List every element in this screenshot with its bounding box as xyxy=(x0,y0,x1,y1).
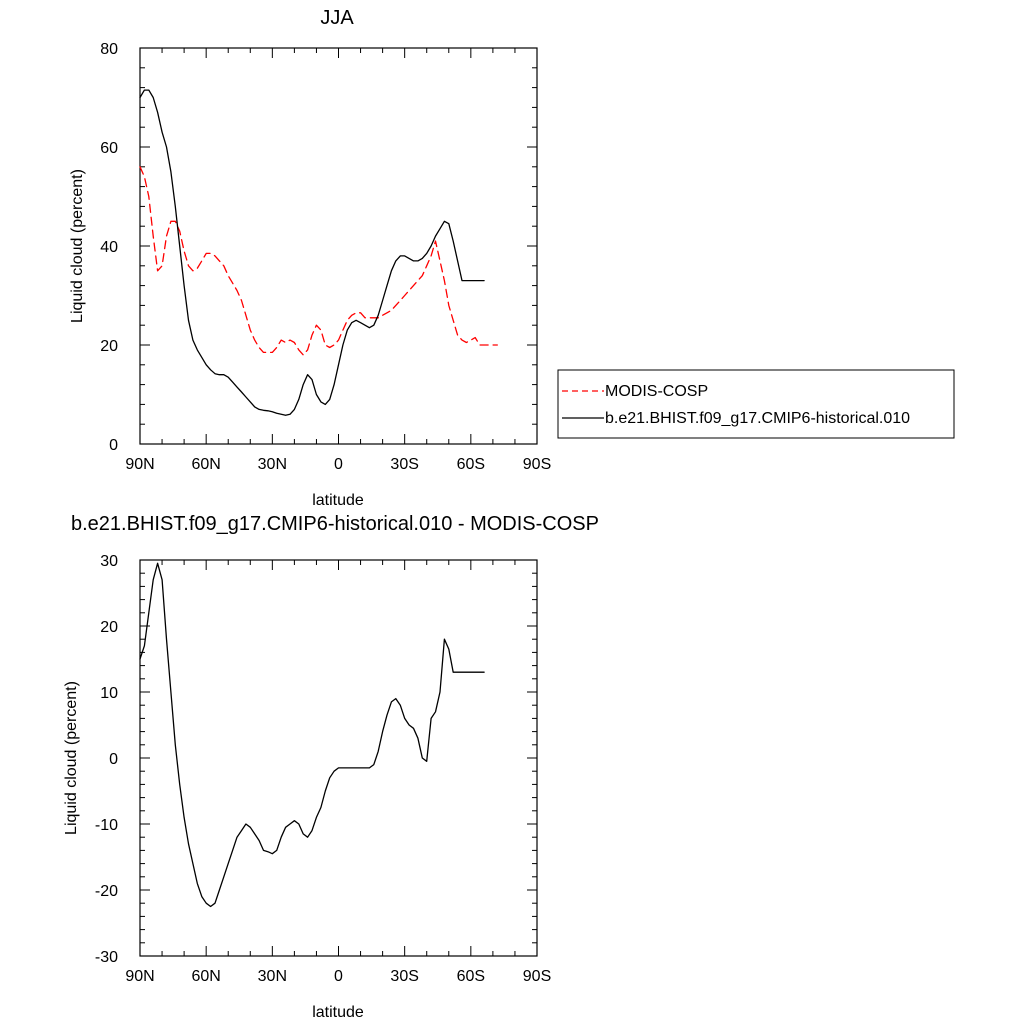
bottom-x-tick-label: 0 xyxy=(334,968,343,985)
bottom-y-tick-label: 30 xyxy=(100,553,118,570)
bottom-plot-frame xyxy=(139,559,538,957)
top-plot-frame xyxy=(139,47,538,445)
bottom-y-tick-label: 20 xyxy=(100,619,118,636)
top-x-tick-label: 60S xyxy=(457,456,485,473)
legend: MODIS-COSP b.e21.BHIST.f09_g17.CMIP6-his… xyxy=(557,369,955,439)
bottom-y-tick-label: -30 xyxy=(95,949,118,966)
bottom-x-tick-label: 90N xyxy=(125,968,154,985)
bottom-y-axis-title: Liquid cloud (percent) xyxy=(63,681,80,835)
bottom-series-line-0 xyxy=(139,562,485,908)
bottom-x-tick-label: 60N xyxy=(191,968,220,985)
bottom-x-axis-title: latitude xyxy=(312,1004,364,1021)
top-x-tick-label: 0 xyxy=(334,456,343,473)
legend-label-modis: MODIS-COSP xyxy=(605,383,708,400)
top-y-tick-label: 60 xyxy=(100,140,118,157)
top-x-tick-label: 30N xyxy=(258,456,287,473)
top-x-tick-label: 90S xyxy=(523,456,551,473)
bottom-y-tick-label: -10 xyxy=(95,817,118,834)
bottom-y-tick-label: 10 xyxy=(100,685,118,702)
bottom-y-tick-label: -20 xyxy=(95,883,118,900)
top-x-tick-label: 30S xyxy=(390,456,418,473)
top-chart-title: JJA xyxy=(320,7,354,29)
bottom-chart-title: b.e21.BHIST.f09_g17.CMIP6-historical.010… xyxy=(71,513,599,535)
bottom-chart: b.e21.BHIST.f09_g17.CMIP6-historical.010… xyxy=(63,513,599,1021)
legend-label-model: b.e21.BHIST.f09_g17.CMIP6-historical.010 xyxy=(605,410,910,427)
bottom-x-tick-label: 30S xyxy=(390,968,418,985)
bottom-x-tick-label: 60S xyxy=(457,968,485,985)
bottom-x-tick-label: 90S xyxy=(523,968,551,985)
top-x-tick-label: 60N xyxy=(191,456,220,473)
top-x-axis-title: latitude xyxy=(312,492,364,509)
bottom-axis-ticks: 90N 60N 30N 0 30S 60S 90S -30 -20 -10 0 10 20 30 xyxy=(95,553,551,985)
top-axis-ticks: 90N 60N 30N 0 30S 60S 90S 0 20 40 60 80 xyxy=(100,41,551,473)
legend-box xyxy=(557,369,955,439)
bottom-data-lines xyxy=(139,562,485,908)
top-y-tick-label: 20 xyxy=(100,338,118,355)
top-y-tick-label: 80 xyxy=(100,41,118,58)
top-chart: JJA 90N 60N 30N 0 30S 60S 90S 0 20 40 60 80 latitud… xyxy=(69,7,551,509)
bottom-x-tick-label: 30N xyxy=(258,968,287,985)
top-series-line-1 xyxy=(139,89,485,416)
top-y-tick-label: 40 xyxy=(100,239,118,256)
top-x-tick-label: 90N xyxy=(125,456,154,473)
bottom-y-tick-label: 0 xyxy=(109,751,118,768)
top-y-axis-title: Liquid cloud (percent) xyxy=(69,169,86,323)
top-series-line-0 xyxy=(139,166,498,356)
top-y-tick-label: 0 xyxy=(109,437,118,454)
top-data-lines xyxy=(139,89,498,416)
